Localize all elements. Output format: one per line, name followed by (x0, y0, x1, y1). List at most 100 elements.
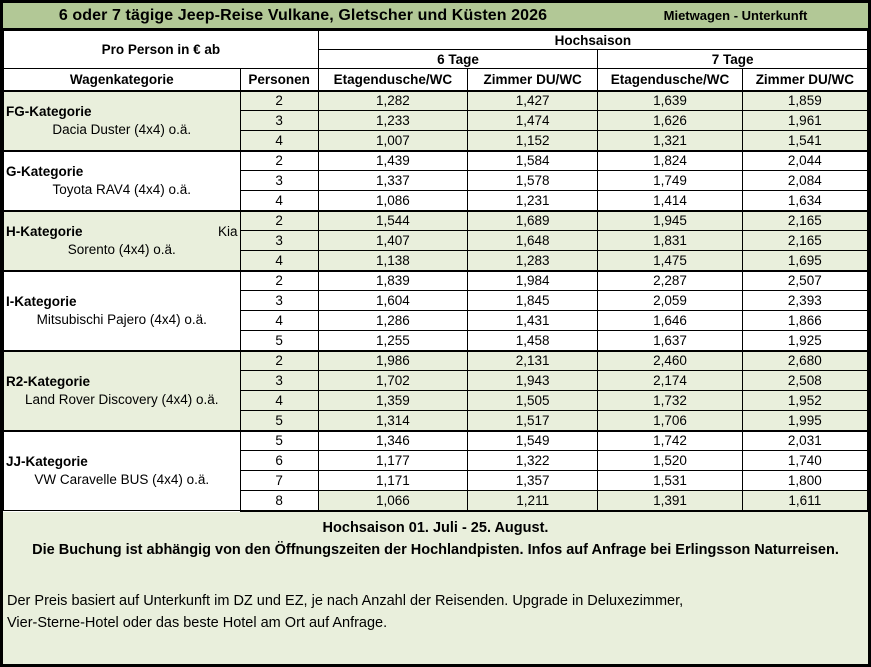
category-cell: G-Kategorie Toyota RAV4 (4x4) o.ä. (3, 149, 241, 211)
price-cell: 1,407 (317, 230, 469, 251)
table-row: G-Kategorie Toyota RAV4 (4x4) o.ä. 2 1,439 1… (3, 149, 868, 211)
price-cell: 1,541 (741, 130, 868, 151)
price-cell: 1,995 (741, 410, 868, 431)
price-cell: 1,604 (317, 290, 469, 311)
price-cell: 1,337 (317, 170, 469, 191)
price-cell: 1,520 (597, 450, 743, 471)
price-cell: 1,346 (317, 429, 469, 451)
price-cell: 1,505 (467, 390, 599, 411)
page-title: 6 oder 7 tägige Jeep-Reise Vulkane, Glet… (58, 6, 548, 24)
table-row: 3 1,604 1,845 2,059 2,393 (4, 290, 868, 311)
price-cell: 1,544 (317, 209, 469, 231)
price-cell: 2,165 (741, 230, 868, 251)
personen-cell: 6 (239, 450, 319, 471)
price-cell: 1,475 (597, 250, 743, 271)
price-cell: 1,831 (597, 230, 743, 251)
price-cell: 2,680 (741, 349, 868, 371)
col-header-etagendusche-7: Etagendusche/WC (597, 68, 743, 91)
price-cell: 1,255 (317, 330, 469, 351)
price-cell: 2,508 (741, 370, 868, 391)
category-name-extra: Kia (218, 223, 238, 239)
season-header: Hochsaison (317, 30, 868, 50)
price-cell: 1,742 (597, 429, 743, 451)
table-row: FG-Kategorie Dacia Duster (4x4) o.ä. 2 1,28… (3, 89, 868, 151)
price-cell: 2,287 (597, 269, 743, 291)
category-cell: FG-Kategorie Dacia Duster (4x4) o.ä. (3, 89, 241, 151)
price-cell: 2,393 (741, 290, 868, 311)
price-cell: 1,961 (741, 110, 868, 131)
category-vehicle: Land Rover Discovery (4x4) o.ä. (24, 391, 219, 407)
price-table: Pro Person in € ab Hochsaison 6 Tage 7 T… (3, 30, 868, 512)
price-cell: 1,578 (467, 170, 599, 191)
personen-cell: 5 (239, 429, 319, 451)
price-cell: 1,943 (467, 370, 599, 391)
price-cell: 2,059 (597, 290, 743, 311)
days-header-6: 6 Tage (317, 49, 599, 69)
price-cell: 1,357 (467, 470, 599, 491)
price-cell: 1,474 (467, 110, 599, 131)
price-cell: 1,531 (597, 470, 743, 491)
personen-cell: 2 (239, 349, 319, 371)
personen-cell: 2 (239, 269, 319, 291)
price-cell: 1,584 (467, 149, 599, 171)
price-cell: 1,732 (597, 390, 743, 411)
category-cell: I-Kategorie Mitsubischi Pajero (4x4) o.ä. (3, 269, 241, 351)
category-name: R2-Kategorie (6, 373, 91, 389)
table-row: 4 1,286 1,431 1,646 1,866 (4, 310, 868, 331)
season-period-note: Hochsaison 01. Juli - 25. August. (322, 519, 549, 536)
price-cell: 1,152 (467, 130, 599, 151)
table-row: 7 1,171 1,357 1,531 1,800 (4, 470, 868, 491)
price-cell: 1,391 (597, 490, 743, 512)
price-cell: 1,839 (317, 269, 469, 291)
price-cell: 1,986 (317, 349, 469, 371)
category-vehicle: Mitsubischi Pajero (4x4) o.ä. (36, 311, 207, 327)
price-cell: 1,952 (741, 390, 868, 411)
price-cell: 1,427 (467, 89, 599, 111)
price-cell: 1,648 (467, 230, 599, 251)
price-cell: 1,702 (317, 370, 469, 391)
price-cell: 2,507 (741, 269, 868, 291)
personen-cell: 3 (239, 170, 319, 191)
price-cell: 1,800 (741, 470, 868, 491)
price-cell: 1,549 (467, 429, 599, 451)
table-row: I-Kategorie Mitsubischi Pajero (4x4) o.ä.… (3, 269, 868, 351)
table-row: R2-Kategorie Land Rover Discovery (4x4) o… (3, 349, 868, 431)
category-vehicle: VW Caravelle BUS (4x4) o.ä. (34, 471, 210, 487)
price-cell: 1,945 (597, 209, 743, 231)
price-cell: 2,031 (741, 429, 868, 451)
price-basis-note: Der Preis basiert auf Unterkunft im DZ u… (3, 591, 868, 635)
price-cell: 1,177 (317, 450, 469, 471)
table-row: 3 1,407 1,648 1,831 2,165 (4, 230, 868, 251)
price-cell: 1,637 (597, 330, 743, 351)
price-basis-note-line2: Vier-Sterne-Hotel oder das beste Hotel a… (7, 615, 388, 632)
price-cell: 1,138 (317, 250, 469, 271)
price-cell: 2,460 (597, 349, 743, 371)
personen-cell: 8 (239, 490, 319, 512)
price-cell: 1,231 (467, 190, 599, 211)
personen-cell: 4 (239, 190, 319, 211)
price-table-head: Pro Person in € ab Hochsaison 6 Tage 7 T… (3, 30, 868, 91)
category-cell: R2-Kategorie Land Rover Discovery (4x4) o… (3, 349, 241, 431)
price-cell: 1,086 (317, 190, 469, 211)
category-vehicle: Sorento (4x4) o.ä. (67, 241, 176, 257)
price-cell: 1,211 (467, 490, 599, 512)
category-cell: JJ-Kategorie VW Caravelle BUS (4x4) o.ä. (3, 429, 241, 511)
price-cell: 1,359 (317, 390, 469, 411)
price-cell: 1,439 (317, 149, 469, 171)
personen-cell: 2 (239, 209, 319, 231)
price-cell: 1,740 (741, 450, 868, 471)
category-vehicle: Toyota RAV4 (4x4) o.ä. (52, 181, 192, 197)
category-name: I-Kategorie (6, 293, 77, 309)
price-cell: 1,314 (317, 410, 469, 431)
category-vehicle: Dacia Duster (4x4) o.ä. (52, 121, 192, 137)
days-header-7: 7 Tage (597, 49, 868, 69)
personen-cell: 3 (239, 230, 319, 251)
booking-condition-note: Die Buchung ist abhängig von den Öffnung… (32, 541, 839, 558)
table-row: 3 1,702 1,943 2,174 2,508 (4, 370, 868, 391)
price-cell: 1,845 (467, 290, 599, 311)
price-cell: 1,007 (317, 130, 469, 151)
title-bar: 6 oder 7 tägige Jeep-Reise Vulkane, Glet… (3, 3, 868, 30)
price-cell: 1,171 (317, 470, 469, 491)
table-row: 5 1,314 1,517 1,706 1,995 (4, 410, 868, 431)
